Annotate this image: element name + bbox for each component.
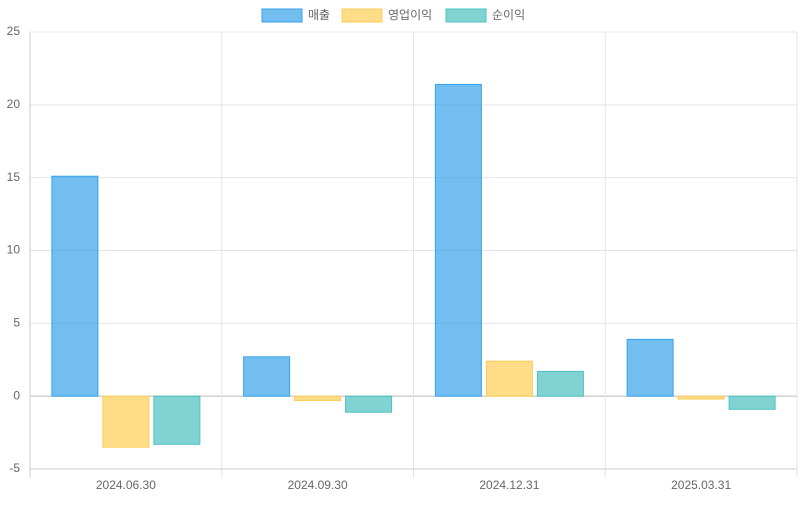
legend-label: 영업이익 [388,8,432,22]
bar [536,370,584,397]
y-tick-label: 20 [7,97,21,111]
legend-label: 매출 [308,8,330,22]
bar [153,395,201,445]
bar [345,395,393,413]
legend-label: 순이익 [492,8,525,22]
bar [243,356,291,397]
y-tick-label: 10 [7,243,21,257]
legend-swatch [445,8,487,23]
bar [434,83,482,397]
bar [728,395,776,410]
y-tick-label: -5 [9,461,20,475]
bar [677,395,725,400]
bar [294,395,342,402]
bar [102,395,150,448]
y-tick-label: 0 [13,388,20,402]
y-tick-label: 25 [7,24,21,38]
bar [51,175,99,397]
bar [485,360,533,397]
x-tick-label: 2025.03.31 [671,478,731,492]
y-tick-label: 5 [13,316,20,330]
y-tick-label: 15 [7,170,21,184]
bar [626,338,674,397]
x-tick-label: 2024.12.31 [479,478,539,492]
legend-swatch [341,8,383,23]
x-tick-label: 2024.06.30 [96,478,156,492]
x-tick-label: 2024.09.30 [288,478,348,492]
legend-swatch [261,8,303,23]
